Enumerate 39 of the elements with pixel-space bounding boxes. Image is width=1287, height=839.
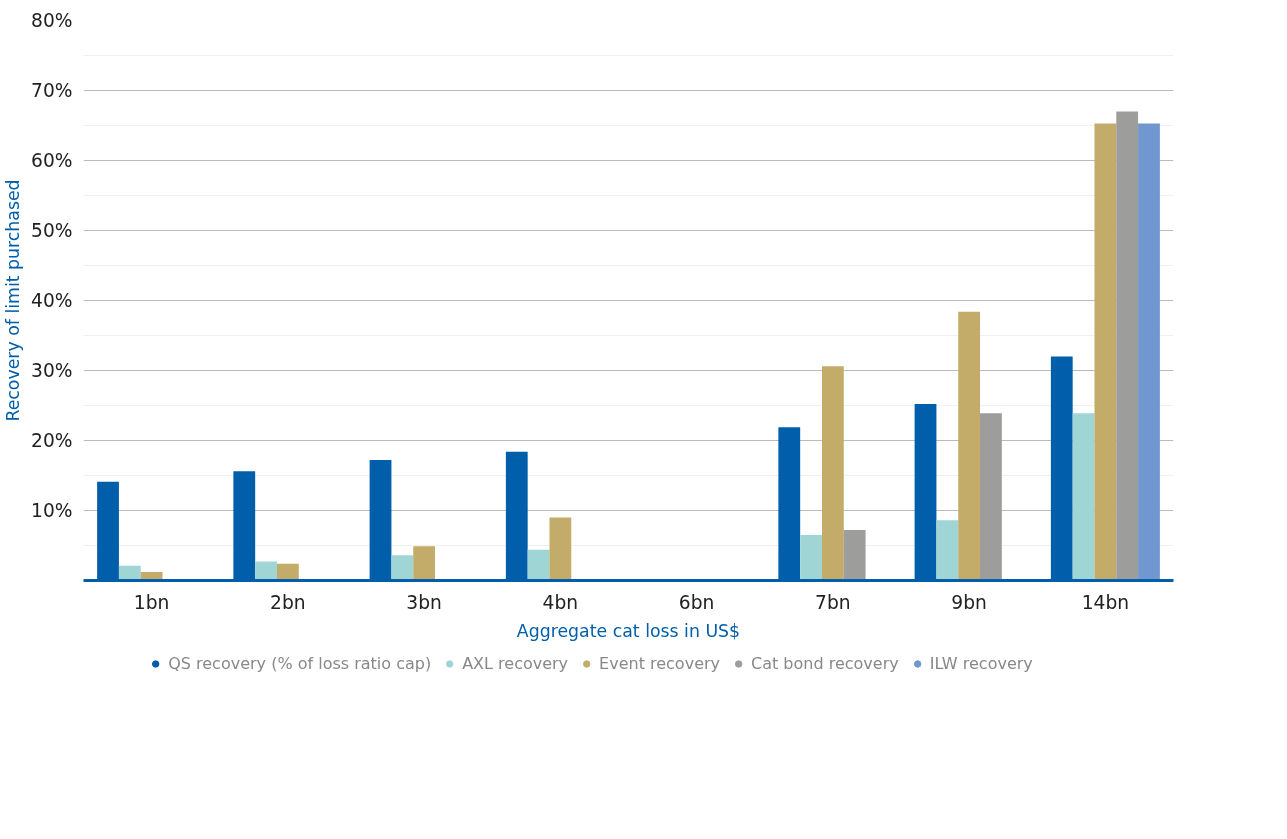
- y-tick-label: 70%: [31, 80, 73, 101]
- y-tick-label: 50%: [31, 220, 73, 241]
- y-tick-label: 10%: [31, 500, 73, 521]
- x-tick-label: 9bn: [951, 591, 987, 613]
- legend-label: AXL recovery: [462, 653, 569, 673]
- bar: [980, 413, 1002, 581]
- bar: [527, 549, 550, 581]
- x-tick-label: 7bn: [815, 591, 851, 613]
- bar: [1116, 111, 1139, 581]
- legend-label: QS recovery (% of loss ratio cap): [168, 653, 432, 673]
- y-axis-title: Recovery of limit purchased: [3, 179, 24, 422]
- bar: [843, 530, 866, 581]
- bar: [549, 517, 572, 581]
- bar: [1072, 413, 1095, 581]
- x-tick-label: 2bn: [270, 591, 306, 613]
- x-tick-label: 6bn: [678, 591, 715, 613]
- y-tick-label: 60%: [31, 150, 73, 171]
- bar: [958, 311, 981, 581]
- legend-label: ILW recovery: [929, 653, 1033, 673]
- bar: [1138, 123, 1160, 581]
- bar: [821, 366, 844, 581]
- x-tick-label: 1bn: [133, 591, 170, 613]
- legend-label: Cat bond recovery: [751, 653, 899, 673]
- bar: [276, 563, 299, 581]
- y-tick-label: 80%: [31, 10, 73, 31]
- bar: [1094, 123, 1117, 581]
- x-tick-label: 3bn: [406, 591, 442, 613]
- x-tick-label: 14bn: [1081, 591, 1130, 613]
- bar: [413, 546, 436, 581]
- bar: [255, 561, 277, 581]
- legend-label: Event recovery: [599, 653, 721, 673]
- x-axis-title: Aggregate cat loss in US$: [516, 620, 741, 641]
- bar: [936, 520, 959, 581]
- y-tick-label: 20%: [31, 430, 73, 451]
- bar: [800, 535, 822, 581]
- x-tick-label: 4bn: [542, 591, 579, 613]
- bar: [391, 555, 414, 581]
- y-tick-label: 30%: [31, 360, 73, 381]
- y-tick-label: 40%: [31, 290, 73, 311]
